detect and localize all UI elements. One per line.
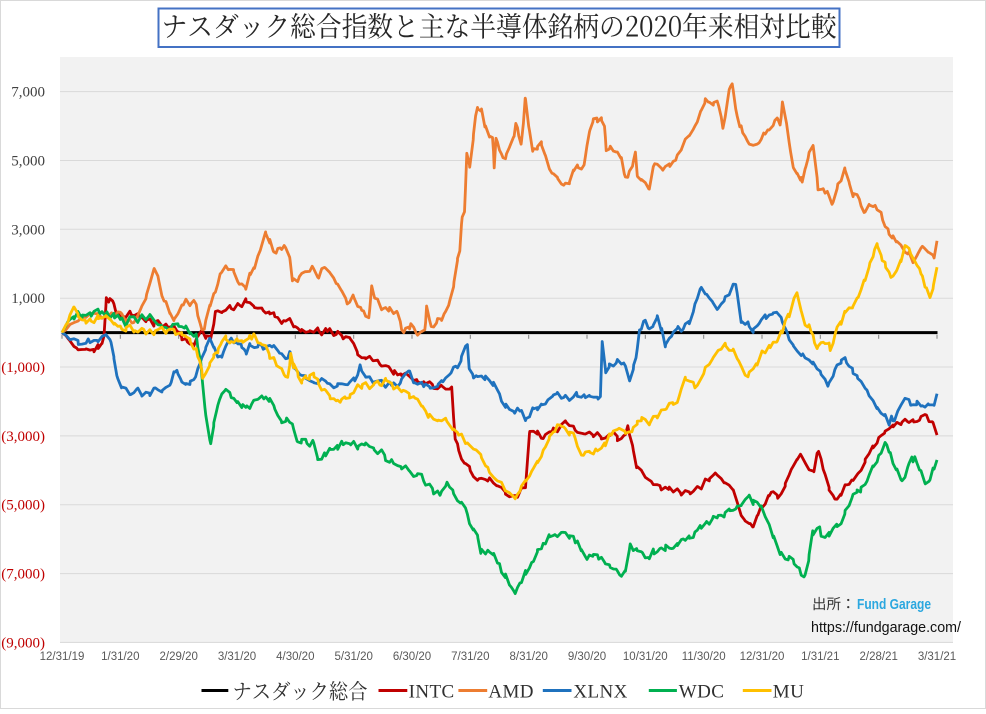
svg-text:WDC: WDC [679, 682, 725, 703]
svg-text:5/31/20: 5/31/20 [335, 651, 373, 663]
svg-text:AMD: AMD [488, 682, 534, 703]
svg-text:1,000: 1,000 [11, 291, 45, 307]
svg-text:10/31/20: 10/31/20 [623, 651, 668, 663]
svg-text:Fund Garage: Fund Garage [857, 597, 931, 613]
svg-text:(3,000): (3,000) [1, 429, 45, 445]
svg-text:3/31/21: 3/31/21 [918, 651, 956, 663]
svg-text:2/29/20: 2/29/20 [160, 651, 198, 663]
svg-text:https://fundgarage.com/: https://fundgarage.com/ [811, 620, 962, 636]
svg-text:1/31/20: 1/31/20 [101, 651, 139, 663]
svg-text:(9,000): (9,000) [1, 635, 45, 651]
svg-text:9/30/20: 9/30/20 [568, 651, 606, 663]
svg-text:INTC: INTC [409, 682, 455, 703]
svg-text:4/30/20: 4/30/20 [276, 651, 314, 663]
svg-text:11/30/20: 11/30/20 [682, 651, 726, 663]
svg-text:(1,000): (1,000) [1, 360, 45, 376]
svg-text:1/31/21: 1/31/21 [801, 651, 839, 663]
svg-text:(7,000): (7,000) [1, 567, 45, 583]
svg-text:6/30/20: 6/30/20 [393, 651, 431, 663]
svg-text:8/31/20: 8/31/20 [510, 651, 548, 663]
svg-text:7/31/20: 7/31/20 [451, 651, 489, 663]
svg-text:12/31/19: 12/31/19 [40, 651, 85, 663]
svg-text:3,000: 3,000 [11, 222, 45, 238]
svg-text:MU: MU [773, 682, 804, 703]
svg-text:5,000: 5,000 [11, 154, 45, 170]
svg-text:XLNX: XLNX [573, 682, 627, 703]
svg-text:12/31/20: 12/31/20 [740, 651, 785, 663]
svg-text:3/31/20: 3/31/20 [218, 651, 256, 663]
svg-text:2/28/21: 2/28/21 [860, 651, 898, 663]
svg-text:(5,000): (5,000) [1, 498, 45, 514]
svg-text:7,000: 7,000 [11, 85, 45, 101]
